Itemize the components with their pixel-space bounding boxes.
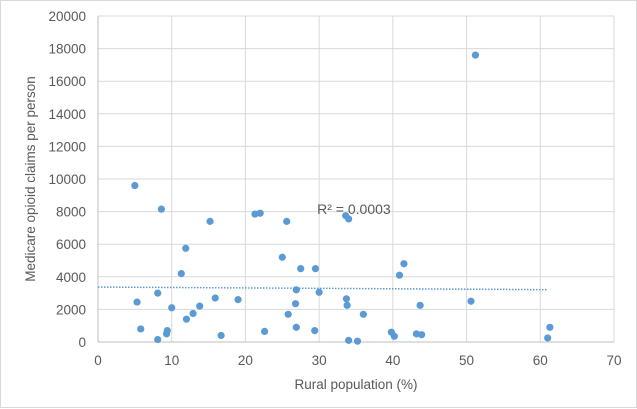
data-point: [353, 337, 362, 345]
x-tick-label: 0: [94, 353, 102, 368]
data-point: [546, 323, 554, 331]
data-point: [292, 286, 300, 294]
data-point: [137, 325, 145, 333]
y-axis-title: Medicare opioid claims per person: [23, 76, 38, 282]
data-point: [345, 336, 353, 344]
y-tick-label: 18000: [48, 42, 86, 57]
data-point: [211, 294, 219, 302]
data-point: [416, 301, 424, 309]
r-squared-label: R² = 0.0003: [317, 201, 391, 217]
y-tick-label: 2000: [56, 302, 86, 317]
x-tick-label: 50: [459, 353, 474, 368]
data-point: [311, 326, 319, 335]
y-tick-label: 0: [78, 335, 86, 350]
y-tick-label: 4000: [56, 270, 86, 285]
data-point: [297, 265, 305, 273]
data-point: [291, 300, 300, 308]
data-point: [315, 288, 323, 296]
data-point: [196, 302, 204, 310]
data-point: [234, 296, 242, 304]
data-point: [131, 181, 139, 190]
data-point: [544, 334, 552, 342]
y-tick-label: 20000: [48, 9, 86, 24]
data-point: [163, 326, 171, 335]
y-tick-label: 12000: [48, 139, 86, 154]
data-point: [182, 244, 190, 252]
data-point: [256, 209, 264, 217]
x-tick-label: 30: [312, 353, 327, 368]
data-point: [283, 217, 291, 225]
data-point: [189, 309, 197, 318]
data-point: [154, 289, 162, 297]
x-tick-label: 70: [606, 353, 621, 368]
x-tick-label: 20: [238, 353, 253, 368]
x-tick-label: 10: [164, 353, 179, 368]
data-point: [359, 310, 367, 318]
data-point: [154, 335, 162, 344]
data-point: [217, 331, 225, 340]
y-tick-label: 14000: [48, 107, 86, 122]
x-tick-label: 40: [385, 353, 400, 368]
data-points: [131, 51, 554, 345]
data-point: [278, 253, 286, 261]
data-point: [133, 298, 141, 306]
data-point: [292, 323, 300, 331]
data-point: [343, 301, 351, 309]
gridlines: [98, 15, 615, 342]
x-tick-label: 60: [533, 353, 548, 368]
trendline: [97, 286, 548, 291]
data-point: [342, 295, 351, 303]
y-tick-label: 10000: [48, 172, 86, 187]
data-point: [400, 260, 408, 268]
y-tick-label: 8000: [56, 205, 86, 220]
data-point: [284, 310, 292, 318]
y-axis-ticks: 0 2000 4000 6000 8000 10000 12000 14000 16000 180…: [48, 9, 86, 350]
data-point: [311, 265, 320, 273]
data-point: [168, 304, 176, 312]
data-point: [206, 217, 214, 225]
data-point: [182, 315, 191, 323]
x-axis-ticks: 0 10 20 30 40 50 60 70: [94, 353, 621, 368]
data-point: [177, 269, 185, 278]
y-tick-label: 16000: [48, 74, 86, 89]
data-point: [390, 332, 398, 340]
data-point: [471, 51, 480, 59]
data-point: [395, 271, 404, 279]
data-point: [467, 297, 475, 305]
data-point: [157, 205, 165, 213]
trendline-line: [97, 286, 548, 291]
x-axis-title: Rural population (%): [294, 377, 417, 392]
data-point: [345, 215, 353, 223]
y-tick-label: 6000: [56, 237, 86, 252]
data-point: [418, 331, 426, 339]
data-point: [260, 327, 269, 336]
